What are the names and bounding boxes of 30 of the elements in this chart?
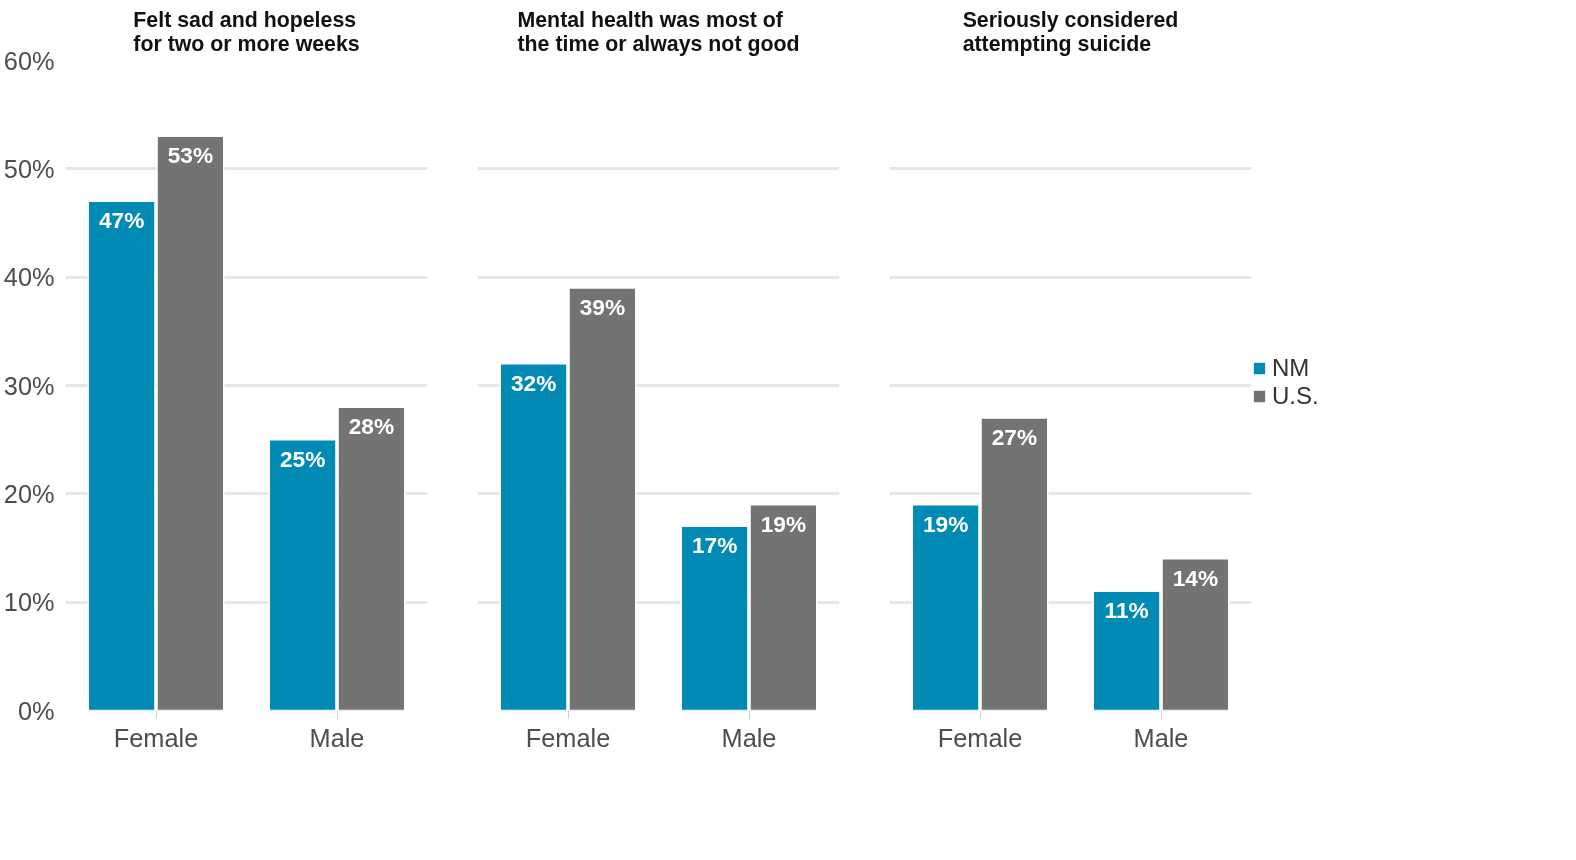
data-label: 47%: [98, 207, 145, 234]
data-label: 28%: [348, 413, 395, 440]
data-label: 32%: [510, 369, 557, 396]
x-tick-label: Male: [721, 723, 777, 752]
y-tick-label: 40%: [3, 263, 55, 292]
data-label: 19%: [760, 510, 807, 537]
data-label: 53%: [167, 142, 214, 169]
data-label: 39%: [579, 294, 626, 320]
x-tick-label: Male: [1133, 723, 1189, 752]
data-label: 19%: [922, 510, 969, 537]
y-tick-label: 20%: [3, 479, 55, 508]
data-label: 14%: [1172, 564, 1219, 591]
data-label: 25%: [279, 445, 326, 472]
x-tick-label: Male: [309, 723, 365, 752]
x-tick-label: Female: [113, 723, 199, 752]
data-label: 11%: [1104, 597, 1149, 624]
data-label: 27%: [991, 424, 1038, 450]
x-tick-label: Female: [937, 723, 1023, 752]
legend-label: U.S.: [1272, 382, 1319, 410]
y-tick-label: 0%: [17, 696, 55, 725]
chart-title: Seriously considered attempting suicide: [962, 7, 1179, 56]
legend-label: NM: [1272, 354, 1310, 382]
y-tick-label: 50%: [3, 154, 55, 183]
x-tick-label: Female: [525, 723, 611, 752]
chart-title: Felt sad and hopeless for two or more weeks: [133, 7, 360, 56]
y-tick-label: 10%: [3, 588, 55, 617]
y-tick-label: 60%: [3, 46, 55, 75]
chart-title: Mental health was most of the time or always not good: [517, 7, 800, 56]
y-tick-label: 30%: [3, 371, 55, 400]
data-label: 17%: [691, 532, 738, 559]
